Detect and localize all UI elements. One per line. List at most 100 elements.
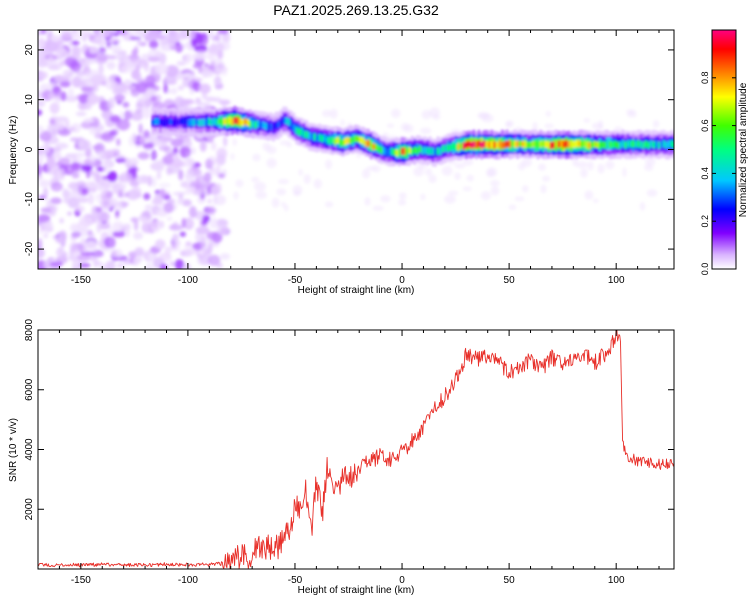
ridge-cell [382,147,386,155]
ridge-cell [220,118,224,126]
ridge-cell [333,138,337,146]
noise-blob [214,75,222,86]
noise-blob [277,179,290,185]
ridge-cell [269,123,273,131]
noise-blob [94,142,105,155]
noise-blob [72,182,78,193]
noise-blob [205,96,216,102]
spectrogram-xtick-label: -100 [178,275,198,286]
noise-blob [176,60,187,66]
spectrogram-ridge-layer [151,105,674,167]
noise-blob [99,133,113,141]
snr-xtick-label: 0 [399,575,405,586]
ridge-cell [179,117,183,125]
ridge-cell [354,135,357,143]
noise-blob [149,95,158,102]
noise-blob [154,160,165,172]
noise-blob [123,79,132,87]
noise-blob [169,261,175,267]
noise-blob [209,239,214,249]
ridge-cell [405,148,409,156]
ridge-cell [565,140,568,148]
noise-blob [116,138,121,147]
noise-blob [116,262,125,269]
spectrogram-frame [37,29,675,270]
ridge-cell [647,141,650,149]
noise-blob [183,157,195,168]
spectrogram-xtick-label: 100 [608,275,625,286]
ridge-cell [650,140,653,148]
snr-ytick-label: 8000 [24,318,35,341]
noise-blob [646,189,658,197]
noise-blob [82,31,87,43]
noise-blob [135,109,143,114]
noise-blob [340,119,345,127]
ridge-cell [508,140,512,148]
snr-ytick-label: 2000 [24,498,35,521]
ridge-cell [182,117,185,125]
noise-blob [230,153,235,160]
noise-blob [146,87,153,100]
noise-blob [605,160,615,170]
noise-blob [108,237,116,248]
noise-blob [490,180,500,186]
noise-blob [538,163,546,171]
snr-xtick-label: -50 [288,575,303,586]
noise-blob [313,178,322,189]
noise-blob [98,63,104,75]
noise-blob [143,82,156,89]
noise-blob [189,88,195,95]
noise-blob [95,172,101,184]
noise-blob [43,221,54,233]
noise-blob [622,167,627,178]
ridge-cell [637,140,640,148]
noise-blob [597,163,605,174]
ridge-cell [539,140,542,148]
ridge-cell [264,122,267,130]
noise-blob [167,152,176,157]
ridge-cell [588,141,591,149]
ridge-cell [254,121,257,129]
noise-blob [91,249,104,258]
noise-blob [71,52,78,59]
noise-blob [211,43,216,50]
ridge-cell [655,140,658,148]
noise-blob [39,71,49,80]
ridge-cell [400,147,404,155]
ridge-cell [431,147,434,155]
noise-blob [38,49,45,60]
noise-blob [85,182,98,189]
ridge-cell [151,119,154,127]
ridge-cell [516,140,519,148]
ridge-cell [413,146,416,154]
noise-blob [166,89,172,94]
noise-blob [170,138,184,147]
noise-blob [199,140,207,152]
noise-blob [52,151,62,160]
ridge-cell [670,140,673,148]
noise-blob [163,202,174,214]
ridge-cell [662,140,666,148]
ridge-cell [480,141,483,149]
ridge-cell [351,136,355,144]
noise-blob [39,179,51,188]
noise-blob [454,172,461,180]
noise-blob [255,191,267,199]
ridge-cell [429,147,432,155]
noise-blob [151,220,161,233]
noise-blob [462,158,474,166]
noise-blob [87,93,99,105]
noise-blob [75,205,85,213]
ridge-cell [357,135,360,143]
spectrogram-xlabel: Height of straight line (km) [298,285,415,296]
noise-blob [109,130,118,136]
noise-blob [56,247,65,258]
noise-blob [181,199,192,207]
noise-blob [174,96,185,109]
noise-blob [107,45,122,50]
ridge-cell [580,140,583,148]
noise-blob [386,123,395,128]
noise-blob [175,43,183,53]
noise-blob [133,219,139,231]
noise-blob [185,53,197,62]
